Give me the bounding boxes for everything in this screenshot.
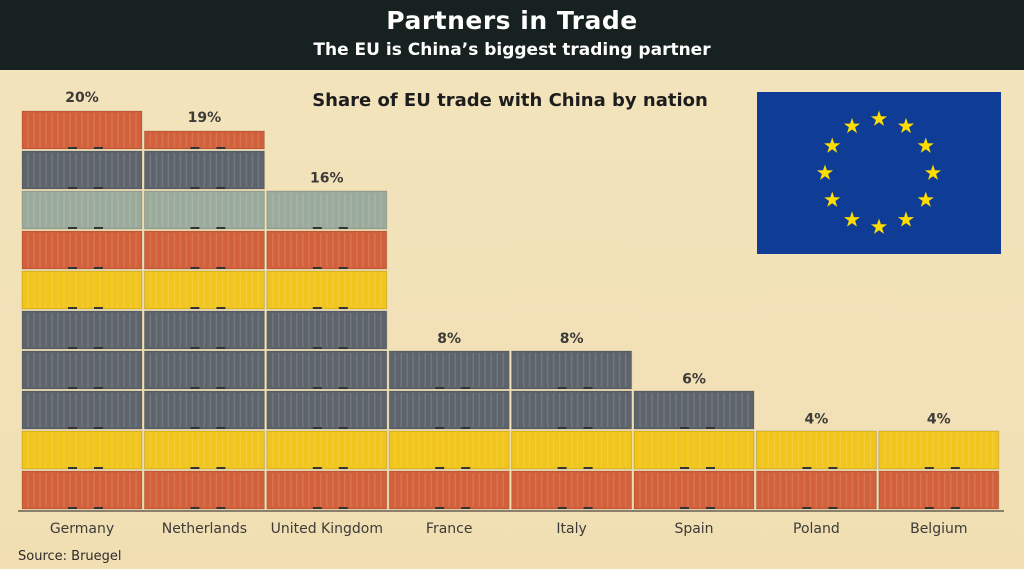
data-label: 16% bbox=[310, 170, 344, 186]
container bbox=[266, 350, 388, 390]
bar-france bbox=[388, 350, 510, 510]
bar-poland bbox=[755, 430, 877, 510]
star-icon bbox=[843, 211, 861, 227]
bar-netherlands bbox=[143, 130, 265, 510]
x-tick-label: France bbox=[426, 521, 473, 537]
eu-flag-icon bbox=[757, 92, 1001, 254]
star-icon bbox=[870, 110, 888, 126]
bar-united-kingdom bbox=[266, 190, 388, 510]
container bbox=[511, 390, 633, 430]
star-icon bbox=[917, 137, 934, 153]
container bbox=[143, 270, 265, 310]
container bbox=[21, 190, 143, 230]
container bbox=[633, 430, 755, 470]
container bbox=[755, 470, 877, 510]
container bbox=[143, 130, 265, 150]
source-note: Source: Bruegel bbox=[18, 549, 122, 564]
container bbox=[755, 430, 877, 470]
header: Partners in Trade The EU is China’s bigg… bbox=[0, 0, 1024, 70]
data-label: 8% bbox=[560, 331, 584, 347]
container bbox=[878, 470, 1000, 510]
container bbox=[21, 110, 143, 150]
data-label: 20% bbox=[65, 90, 99, 106]
container bbox=[266, 390, 388, 430]
container bbox=[633, 390, 755, 430]
star-icon bbox=[824, 137, 841, 153]
container bbox=[143, 430, 265, 470]
container bbox=[21, 230, 143, 270]
container bbox=[511, 470, 633, 510]
x-tick-label: Belgium bbox=[910, 521, 967, 537]
data-label: 8% bbox=[437, 331, 461, 347]
x-tick-label: Italy bbox=[556, 521, 586, 537]
container bbox=[21, 270, 143, 310]
container bbox=[143, 350, 265, 390]
star-icon bbox=[824, 191, 841, 207]
bar-spain bbox=[633, 390, 755, 510]
container bbox=[266, 270, 388, 310]
data-label: 4% bbox=[805, 412, 829, 428]
container bbox=[388, 390, 510, 430]
container bbox=[511, 350, 633, 390]
container bbox=[21, 390, 143, 430]
container bbox=[143, 310, 265, 350]
x-tick-label: United Kingdom bbox=[271, 521, 383, 537]
container bbox=[266, 230, 388, 270]
star-icon bbox=[917, 191, 934, 207]
data-label: 6% bbox=[682, 371, 706, 387]
container bbox=[266, 430, 388, 470]
container bbox=[21, 150, 143, 190]
container bbox=[633, 470, 755, 510]
data-label: 19% bbox=[188, 110, 222, 126]
container bbox=[143, 470, 265, 510]
x-tick-label: Germany bbox=[50, 521, 114, 537]
container bbox=[21, 430, 143, 470]
x-tick-label: Spain bbox=[674, 521, 713, 537]
container bbox=[21, 310, 143, 350]
star-icon bbox=[816, 164, 834, 180]
container bbox=[878, 430, 1000, 470]
chart-title: Share of EU trade with China by nation bbox=[312, 90, 708, 111]
container bbox=[143, 150, 265, 190]
container bbox=[388, 430, 510, 470]
container bbox=[21, 350, 143, 390]
container bbox=[388, 470, 510, 510]
x-tick-label: Netherlands bbox=[162, 521, 247, 537]
container bbox=[266, 310, 388, 350]
container bbox=[143, 190, 265, 230]
container bbox=[266, 190, 388, 230]
chart-main-title: Partners in Trade bbox=[386, 6, 638, 35]
chart-subtitle: The EU is China’s biggest trading partne… bbox=[313, 40, 711, 60]
star-icon bbox=[897, 211, 915, 227]
container bbox=[21, 470, 143, 510]
container bbox=[143, 390, 265, 430]
star-icon bbox=[870, 218, 888, 234]
container bbox=[143, 230, 265, 270]
container bbox=[511, 430, 633, 470]
bar-belgium bbox=[878, 430, 1000, 510]
container bbox=[266, 470, 388, 510]
x-tick-label: Poland bbox=[793, 521, 840, 537]
bar-germany bbox=[21, 110, 143, 510]
bar-italy bbox=[511, 350, 633, 510]
star-icon bbox=[897, 117, 915, 134]
star-icon bbox=[924, 164, 942, 180]
star-icon bbox=[843, 117, 861, 134]
data-label: 4% bbox=[927, 412, 951, 428]
container bbox=[388, 350, 510, 390]
